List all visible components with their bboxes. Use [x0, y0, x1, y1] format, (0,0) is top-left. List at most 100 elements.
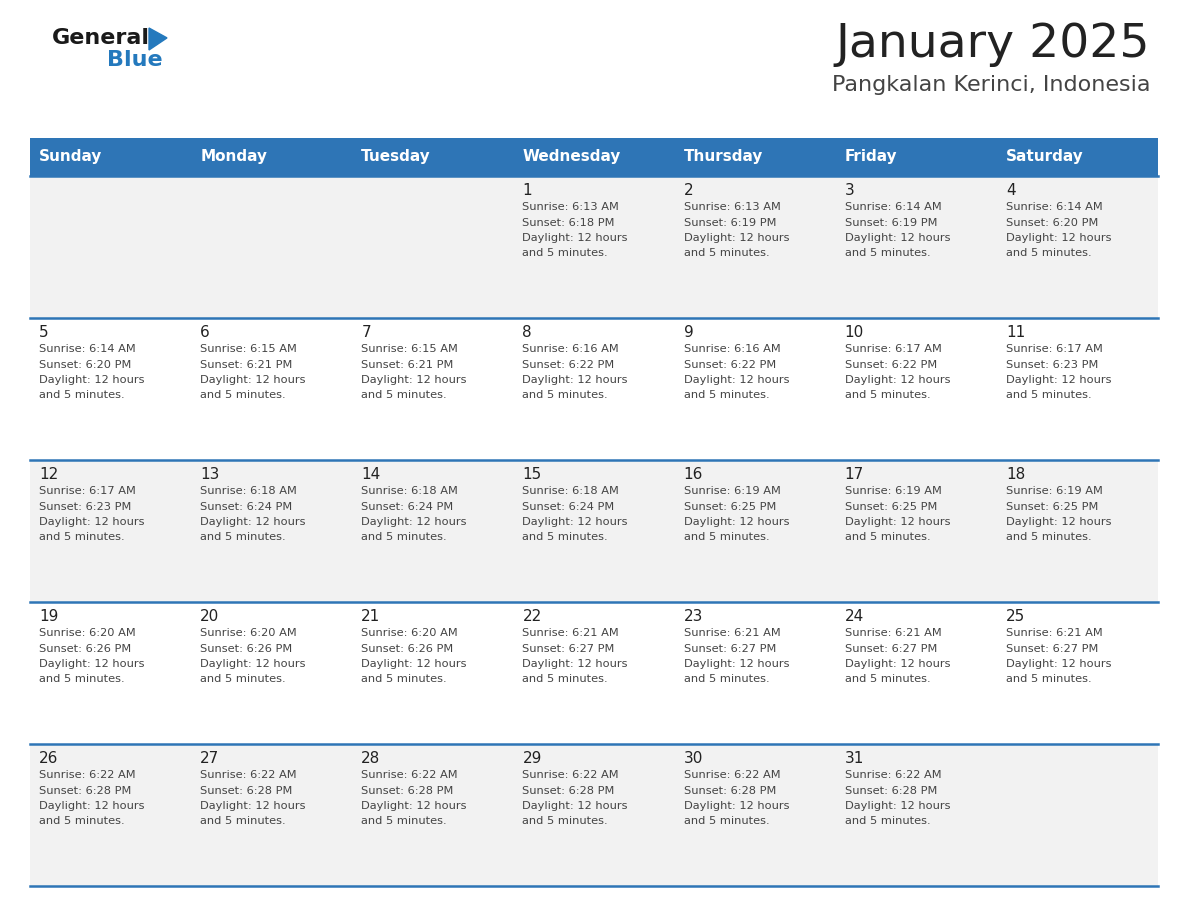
Text: Sunset: 6:22 PM: Sunset: 6:22 PM	[845, 360, 937, 370]
Text: 11: 11	[1006, 325, 1025, 340]
Text: Sunset: 6:25 PM: Sunset: 6:25 PM	[683, 501, 776, 511]
Text: Sunrise: 6:14 AM: Sunrise: 6:14 AM	[1006, 202, 1102, 212]
Text: Daylight: 12 hours: Daylight: 12 hours	[523, 801, 628, 811]
Text: Sunset: 6:25 PM: Sunset: 6:25 PM	[845, 501, 937, 511]
Text: 18: 18	[1006, 467, 1025, 482]
Text: Sunrise: 6:22 AM: Sunrise: 6:22 AM	[683, 770, 781, 780]
Text: and 5 minutes.: and 5 minutes.	[683, 390, 769, 400]
Text: Daylight: 12 hours: Daylight: 12 hours	[200, 375, 305, 385]
Text: Daylight: 12 hours: Daylight: 12 hours	[200, 659, 305, 669]
Text: Daylight: 12 hours: Daylight: 12 hours	[200, 517, 305, 527]
Text: 22: 22	[523, 609, 542, 624]
Text: and 5 minutes.: and 5 minutes.	[39, 390, 125, 400]
Text: Sunset: 6:24 PM: Sunset: 6:24 PM	[523, 501, 614, 511]
Text: Sunset: 6:19 PM: Sunset: 6:19 PM	[683, 218, 776, 228]
Text: Sunset: 6:24 PM: Sunset: 6:24 PM	[200, 501, 292, 511]
Text: 14: 14	[361, 467, 380, 482]
Text: 24: 24	[845, 609, 864, 624]
Text: Daylight: 12 hours: Daylight: 12 hours	[361, 659, 467, 669]
Text: 30: 30	[683, 751, 703, 766]
Text: and 5 minutes.: and 5 minutes.	[1006, 249, 1092, 259]
Text: 29: 29	[523, 751, 542, 766]
Text: Sunrise: 6:22 AM: Sunrise: 6:22 AM	[523, 770, 619, 780]
Text: Daylight: 12 hours: Daylight: 12 hours	[683, 659, 789, 669]
Text: Sunrise: 6:18 AM: Sunrise: 6:18 AM	[361, 486, 459, 496]
Text: Sunset: 6:28 PM: Sunset: 6:28 PM	[39, 786, 132, 796]
Text: Daylight: 12 hours: Daylight: 12 hours	[683, 517, 789, 527]
Text: 28: 28	[361, 751, 380, 766]
Text: and 5 minutes.: and 5 minutes.	[845, 390, 930, 400]
Text: 7: 7	[361, 325, 371, 340]
Text: Sunset: 6:23 PM: Sunset: 6:23 PM	[1006, 360, 1098, 370]
Text: Daylight: 12 hours: Daylight: 12 hours	[1006, 659, 1111, 669]
Text: Sunset: 6:21 PM: Sunset: 6:21 PM	[200, 360, 292, 370]
Text: Wednesday: Wednesday	[523, 150, 621, 164]
Text: Daylight: 12 hours: Daylight: 12 hours	[361, 375, 467, 385]
Text: 13: 13	[200, 467, 220, 482]
Text: Saturday: Saturday	[1006, 150, 1083, 164]
Text: Sunrise: 6:21 AM: Sunrise: 6:21 AM	[845, 628, 941, 638]
Text: Daylight: 12 hours: Daylight: 12 hours	[683, 375, 789, 385]
Text: and 5 minutes.: and 5 minutes.	[845, 675, 930, 685]
Text: and 5 minutes.: and 5 minutes.	[361, 532, 447, 543]
Text: and 5 minutes.: and 5 minutes.	[361, 390, 447, 400]
Text: and 5 minutes.: and 5 minutes.	[523, 249, 608, 259]
Text: 12: 12	[39, 467, 58, 482]
Text: and 5 minutes.: and 5 minutes.	[845, 816, 930, 826]
Text: Daylight: 12 hours: Daylight: 12 hours	[683, 801, 789, 811]
Bar	[30, 318, 1158, 460]
Text: 6: 6	[200, 325, 210, 340]
Text: and 5 minutes.: and 5 minutes.	[683, 816, 769, 826]
Text: Sunset: 6:27 PM: Sunset: 6:27 PM	[1006, 644, 1098, 654]
Text: Sunset: 6:28 PM: Sunset: 6:28 PM	[845, 786, 937, 796]
Text: Sunset: 6:18 PM: Sunset: 6:18 PM	[523, 218, 615, 228]
Text: and 5 minutes.: and 5 minutes.	[683, 249, 769, 259]
Bar	[30, 138, 1158, 176]
Text: Sunrise: 6:21 AM: Sunrise: 6:21 AM	[1006, 628, 1102, 638]
Text: Sunrise: 6:21 AM: Sunrise: 6:21 AM	[523, 628, 619, 638]
Text: 10: 10	[845, 325, 864, 340]
Text: Sunset: 6:26 PM: Sunset: 6:26 PM	[39, 644, 131, 654]
Text: Daylight: 12 hours: Daylight: 12 hours	[39, 659, 145, 669]
Text: Daylight: 12 hours: Daylight: 12 hours	[845, 375, 950, 385]
Text: and 5 minutes.: and 5 minutes.	[523, 675, 608, 685]
Text: Thursday: Thursday	[683, 150, 763, 164]
Text: Blue: Blue	[107, 50, 163, 70]
Text: and 5 minutes.: and 5 minutes.	[200, 816, 286, 826]
Text: Daylight: 12 hours: Daylight: 12 hours	[1006, 233, 1111, 243]
Text: and 5 minutes.: and 5 minutes.	[39, 816, 125, 826]
Text: and 5 minutes.: and 5 minutes.	[523, 390, 608, 400]
Text: Sunrise: 6:15 AM: Sunrise: 6:15 AM	[200, 344, 297, 354]
Text: Daylight: 12 hours: Daylight: 12 hours	[1006, 375, 1111, 385]
Text: and 5 minutes.: and 5 minutes.	[1006, 390, 1092, 400]
Bar	[30, 744, 1158, 886]
Text: Sunset: 6:28 PM: Sunset: 6:28 PM	[683, 786, 776, 796]
Text: and 5 minutes.: and 5 minutes.	[523, 532, 608, 543]
Text: 19: 19	[39, 609, 58, 624]
Text: Tuesday: Tuesday	[361, 150, 431, 164]
Text: Daylight: 12 hours: Daylight: 12 hours	[361, 517, 467, 527]
Text: Sunrise: 6:16 AM: Sunrise: 6:16 AM	[683, 344, 781, 354]
Polygon shape	[148, 28, 168, 50]
Text: and 5 minutes.: and 5 minutes.	[200, 675, 286, 685]
Text: 25: 25	[1006, 609, 1025, 624]
Text: 9: 9	[683, 325, 694, 340]
Text: Daylight: 12 hours: Daylight: 12 hours	[1006, 517, 1111, 527]
Text: 23: 23	[683, 609, 703, 624]
Text: Daylight: 12 hours: Daylight: 12 hours	[683, 233, 789, 243]
Text: and 5 minutes.: and 5 minutes.	[200, 390, 286, 400]
Text: Daylight: 12 hours: Daylight: 12 hours	[39, 375, 145, 385]
Text: Sunset: 6:20 PM: Sunset: 6:20 PM	[1006, 218, 1098, 228]
Text: 4: 4	[1006, 183, 1016, 198]
Text: Daylight: 12 hours: Daylight: 12 hours	[523, 517, 628, 527]
Text: and 5 minutes.: and 5 minutes.	[683, 532, 769, 543]
Text: and 5 minutes.: and 5 minutes.	[523, 816, 608, 826]
Text: and 5 minutes.: and 5 minutes.	[845, 532, 930, 543]
Text: Sunrise: 6:22 AM: Sunrise: 6:22 AM	[361, 770, 457, 780]
Text: Sunrise: 6:19 AM: Sunrise: 6:19 AM	[1006, 486, 1102, 496]
Text: Sunset: 6:27 PM: Sunset: 6:27 PM	[683, 644, 776, 654]
Text: Sunrise: 6:21 AM: Sunrise: 6:21 AM	[683, 628, 781, 638]
Text: Sunset: 6:20 PM: Sunset: 6:20 PM	[39, 360, 132, 370]
Text: Daylight: 12 hours: Daylight: 12 hours	[39, 517, 145, 527]
Text: and 5 minutes.: and 5 minutes.	[683, 675, 769, 685]
